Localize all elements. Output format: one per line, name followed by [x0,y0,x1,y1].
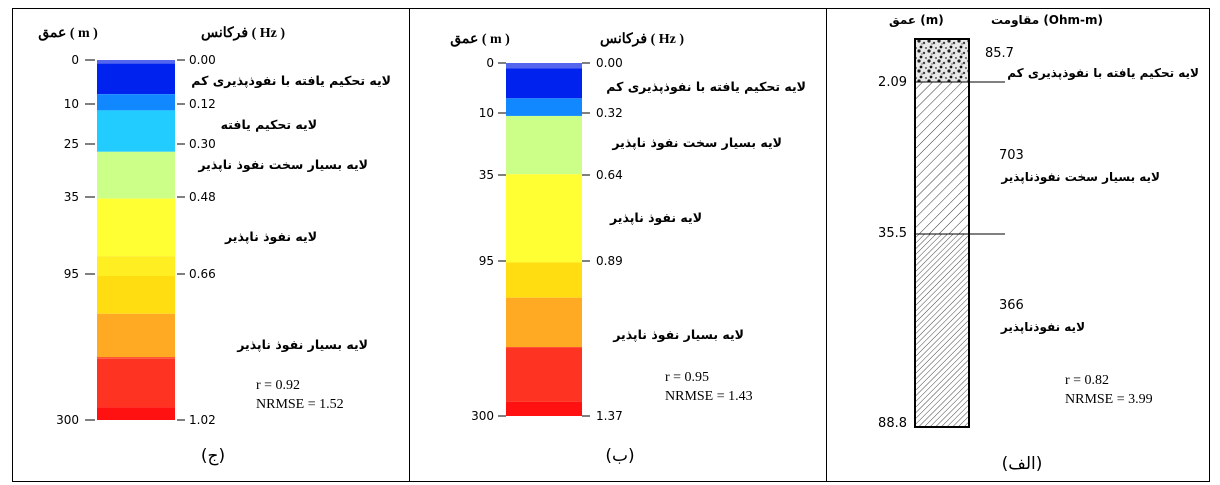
color-layer [97,151,175,199]
layer-label: لایه بسیار نفوذ ناپذیر [236,337,368,352]
layer-label: لایه تحکیم یافته با نفوذپذیری کم [1007,66,1199,81]
panel-a-column [914,38,1005,428]
panel-b-depth-header: عمق ( m ) [450,32,510,47]
color-layer [97,198,175,257]
freq-tick: 0.30 [189,137,216,151]
color-layer [97,357,175,359]
panel-a-figure: عمق (m) مقاومت (Ohm-m) 2.09 35.5 88.8 85… [878,13,1199,474]
panel-a-caption: (الف) [1002,454,1043,474]
color-layer [506,347,582,402]
color-layer [97,276,175,314]
layer-label: لایه تحکیم یافته [221,117,317,132]
panel-a-depth-header: عمق (m) [889,13,944,27]
panel-b-column [506,63,582,416]
color-layer [506,115,582,175]
color-layer [506,63,582,69]
panel-a-nrmse-value: NRMSE = 3.99 [1065,392,1153,407]
color-layer [506,174,582,263]
freq-tick: 0.64 [596,168,623,182]
color-layer [97,63,175,95]
panel-b-nrmse-value: NRMSE = 1.43 [665,389,753,404]
freq-tick: 0.89 [596,254,623,268]
color-layer [97,256,175,276]
depth-tick: 300 [471,409,494,423]
layer-label: لایه نفوذ ناپذیر [224,229,317,244]
layer-label: لایه بسیار سخت نفوذ ناپذیر [197,157,368,172]
depth-tick: 88.8 [878,416,907,431]
color-layer [97,94,175,111]
panel-c-r-value: r = 0.92 [256,378,300,393]
layer-label: لایه تحکیم یافته با نفوذپذیری کم [606,79,806,94]
panel-c: عمق ( m ) فرکانس ( Hz ) 0 10 25 35 95 30… [12,8,410,482]
panel-a-r-value: r = 0.82 [1065,373,1109,388]
depth-tick: 300 [56,413,79,427]
resistivity-value: 85.7 [985,46,1014,61]
depth-tick: 35 [64,190,79,204]
panel-c-nrmse-value: NRMSE = 1.52 [256,397,344,412]
panel-c-column [97,60,175,420]
color-layer [97,60,175,64]
layer-label: لایه تحکیم یافته با نفوذپذیری کم [191,73,391,88]
layer-label: لایه بسیار نفوذ ناپذیر [612,327,744,342]
soil-dense-hatched-layer [915,234,969,427]
depth-tick: 35.5 [878,226,907,241]
layer-label: لایه نفوذناپذیر [1000,320,1085,335]
depth-tick: 10 [64,97,79,111]
color-layer [506,262,582,298]
panel-c-layer-labels: لایه تحکیم یافته با نفوذپذیری کم لایه تح… [191,73,391,352]
resistivity-value: 366 [999,298,1024,313]
color-layer [97,110,175,152]
freq-tick: 0.32 [596,106,623,120]
freq-tick: 0.00 [189,53,216,67]
color-layer [97,313,175,357]
panel-b-r-value: r = 0.95 [665,370,709,385]
depth-tick: 2.09 [878,75,907,90]
soil-gravel-layer [915,39,969,82]
panel-c-figure: عمق ( m ) فرکانس ( Hz ) 0 10 25 35 95 30… [38,25,391,466]
panel-a-res-header: مقاومت (Ohm-m) [991,13,1103,28]
panel-a: عمق (m) مقاومت (Ohm-m) 2.09 35.5 88.8 85… [826,8,1210,482]
depth-tick: 10 [479,106,494,120]
panel-a-layer-labels: لایه تحکیم یافته با نفوذپذیری کم لایه بس… [1000,66,1199,335]
freq-tick: 1.02 [189,413,216,427]
depth-tick: 35 [479,168,494,182]
depth-tick: 25 [64,137,79,151]
panel-b: عمق ( m ) فرکانس ( Hz ) 0 10 35 95 300 0… [409,8,827,482]
color-layer [506,297,582,348]
soil-column-border [914,38,970,428]
depth-tick: 0 [486,56,494,70]
panel-b-freq-header: فرکانس ( Hz ) [600,31,684,47]
panel-b-caption: (ب) [605,446,634,466]
freq-tick: 0.48 [189,190,216,204]
panel-c-freq-axis: 0.00 0.12 0.30 0.48 0.66 1.02 [177,53,216,427]
panel-b-freq-axis: 0.00 0.32 0.64 0.89 1.37 [582,56,623,423]
panel-c-caption: (ج) [201,446,225,466]
panel-c-depth-header: عمق ( m ) [38,26,98,41]
freq-tick: 0.12 [189,97,216,111]
panel-b-layer-labels: لایه تحکیم یافته با نفوذپذیری کم لایه بس… [606,79,806,342]
panel-b-depth-axis: 0 10 35 95 300 [471,56,506,423]
layer-label: لایه بسیار سخت نفوذناپذیر [1000,170,1160,185]
soil-hatched-layer [915,82,969,234]
freq-tick: 0.66 [189,267,216,281]
color-layer [506,68,582,99]
resistivity-value: 703 [999,148,1024,163]
layer-label: لایه نفوذ ناپذیر [609,210,702,225]
depth-tick: 95 [479,254,494,268]
depth-tick: 0 [71,53,79,67]
panel-c-freq-header: فرکانس ( Hz ) [201,25,285,41]
depth-tick: 95 [64,267,79,281]
panel-c-depth-axis: 0 10 25 35 95 300 [56,53,95,427]
color-layer [506,401,582,416]
freq-tick: 1.37 [596,409,623,423]
color-layer [97,407,175,420]
color-layer [97,358,175,408]
color-layer [506,98,582,116]
panel-b-figure: عمق ( m ) فرکانس ( Hz ) 0 10 35 95 300 0… [450,31,806,466]
layer-label: لایه بسیار سخت نفوذ ناپذیر [611,135,782,150]
freq-tick: 0.00 [596,56,623,70]
